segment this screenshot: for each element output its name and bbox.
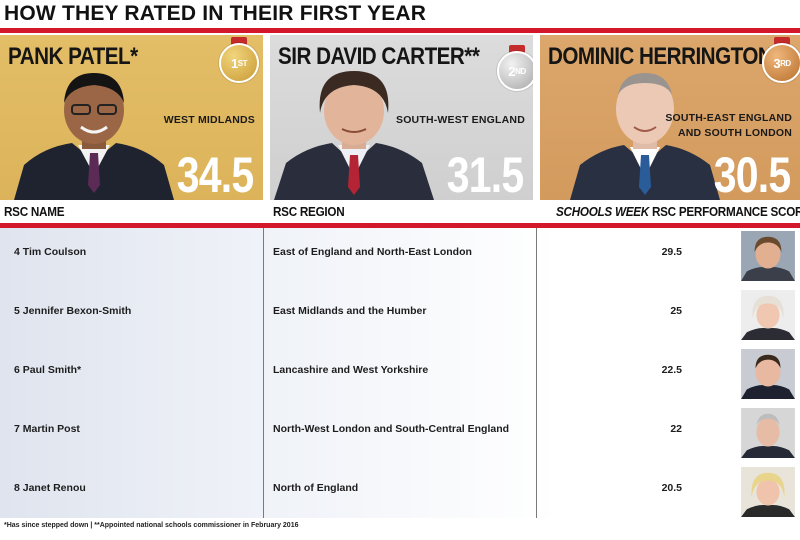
- portrait-photo-pank-patel: [14, 73, 174, 200]
- rankings-table: 4 Tim Coulson East of England and North-…: [0, 228, 800, 518]
- top-rank-name: PANK PATEL*: [8, 43, 138, 70]
- row-region: East Midlands and the Humber: [273, 305, 427, 317]
- medal-disc: 3 RD: [762, 43, 800, 83]
- score-header-text: RSC PERFORMANCE SCORE: [648, 204, 800, 219]
- row-photo-thumbnail: [740, 289, 796, 341]
- row-score: 22.5: [661, 364, 682, 376]
- medal-ribbon: [231, 37, 247, 45]
- row-name: 5 Jennifer Bexon-Smith: [14, 305, 132, 317]
- column-header-region: RSC REGION: [273, 204, 345, 219]
- row-region: North of England: [273, 482, 359, 494]
- table-header: RSC NAME RSC REGION SCHOOLS WEEK RSC PER…: [0, 202, 800, 222]
- top-rank-panel-3: DOMINIC HERRINGTON 3 RD SOUTH-EAST ENGLAN…: [540, 35, 800, 200]
- publication-name: SCHOOLS WEEK: [556, 204, 649, 219]
- row-photo-thumbnail: [740, 407, 796, 459]
- medal-rank-number: 2: [508, 63, 516, 79]
- top-rank-region: SOUTH-EAST ENGLAND AND SOUTH LONDON: [665, 111, 792, 141]
- row-score: 22: [670, 423, 682, 435]
- top-rank-region: SOUTH-WEST ENGLAND: [396, 113, 525, 128]
- top-rank-panel-2: SIR DAVID CARTER** 2 ND SOUTH-WEST ENGLAN…: [270, 35, 533, 200]
- portrait-photo-dominic-herrington: [570, 73, 720, 200]
- row-score: 29.5: [661, 246, 682, 258]
- top-rank-name: SIR DAVID CARTER**: [278, 43, 480, 70]
- table-row: 4 Tim Coulson East of England and North-…: [0, 228, 800, 287]
- region-line-1: WEST MIDLANDS: [163, 114, 255, 126]
- top-rank-name: DOMINIC HERRINGTON: [548, 43, 773, 70]
- table-row: 5 Jennifer Bexon-Smith East Midlands and…: [0, 287, 800, 346]
- table-row: 8 Janet Renou North of England 20.5: [0, 464, 800, 523]
- silver-medal-icon: 2 ND: [497, 45, 533, 93]
- row-photo-thumbnail: [740, 466, 796, 518]
- medal-rank-number: 3: [773, 55, 781, 71]
- row-photo-thumbnail: [740, 230, 796, 282]
- medal-disc: 2 ND: [497, 51, 533, 91]
- row-name: 6 Paul Smith*: [14, 364, 82, 376]
- row-region: Lancashire and West Yorkshire: [273, 364, 429, 376]
- region-line-2: AND SOUTH LONDON: [677, 127, 792, 139]
- medal-ribbon: [774, 37, 790, 45]
- row-region: East of England and North-East London: [273, 246, 472, 258]
- top-red-rule: [0, 28, 800, 33]
- medal-disc: 1 ST: [219, 43, 259, 83]
- row-name: 8 Janet Renou: [14, 482, 86, 494]
- region-line-1: SOUTH-WEST ENGLAND: [395, 114, 525, 126]
- row-photo-thumbnail: [740, 348, 796, 400]
- table-row: 7 Martin Post North-West London and Sout…: [0, 405, 800, 464]
- top-rank-region: WEST MIDLANDS: [164, 113, 255, 128]
- column-header-score: SCHOOLS WEEK RSC PERFORMANCE SCORE: [556, 204, 800, 219]
- region-line-1: SOUTH-EAST ENGLAND: [665, 112, 792, 124]
- row-score: 25: [670, 305, 682, 317]
- row-region: North-West London and South-Central Engl…: [273, 423, 510, 435]
- medal-ribbon: [509, 45, 525, 53]
- top-rank-score: 34.5: [176, 147, 253, 200]
- column-divider: [263, 228, 264, 518]
- footnote: *Has since stepped down | **Appointed na…: [4, 522, 299, 529]
- bronze-medal-icon: 3 RD: [762, 37, 800, 85]
- column-divider: [536, 228, 537, 518]
- top-rank-score: 30.5: [713, 147, 790, 200]
- medal-rank-suffix: RD: [780, 58, 791, 68]
- row-name: 7 Martin Post: [14, 423, 80, 435]
- row-score: 20.5: [661, 482, 682, 494]
- medal-rank-suffix: ST: [237, 58, 248, 68]
- top-rank-panel-1: PANK PATEL* 1 ST WEST MIDLANDS 34.5: [0, 35, 263, 200]
- column-header-name: RSC NAME: [4, 204, 65, 219]
- table-row: 6 Paul Smith* Lancashire and West Yorksh…: [0, 346, 800, 405]
- top-rank-score: 31.5: [446, 147, 523, 200]
- portrait-photo-david-carter: [274, 71, 434, 200]
- gold-medal-icon: 1 ST: [219, 37, 259, 85]
- medal-rank-suffix: ND: [515, 66, 526, 76]
- page-title: HOW THEY RATED IN THEIR FIRST YEAR: [4, 2, 427, 25]
- header-red-rule: [0, 223, 800, 228]
- row-name: 4 Tim Coulson: [14, 246, 87, 258]
- medal-rank-number: 1: [231, 55, 238, 71]
